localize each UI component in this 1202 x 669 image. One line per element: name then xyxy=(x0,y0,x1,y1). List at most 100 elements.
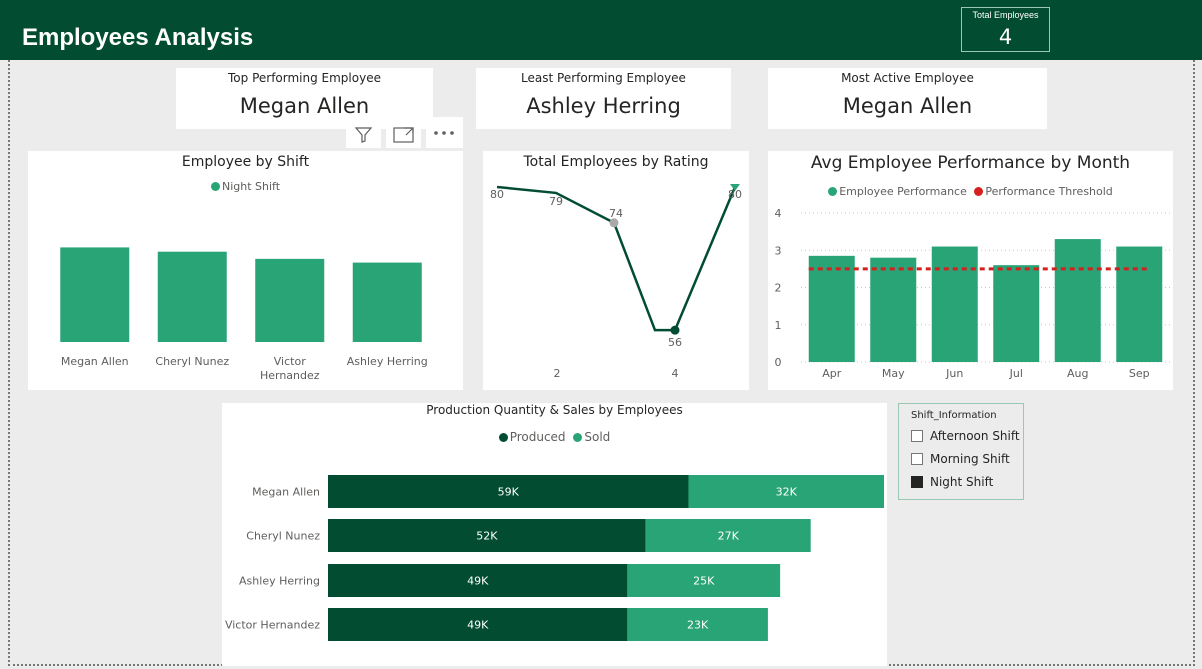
kpi-least-performing-card[interactable]: Least Performing Employee Ashley Herring xyxy=(476,68,731,129)
rating-line: 80 79 74 56 80 2 4 xyxy=(490,183,742,380)
total-employees-card[interactable]: Total Employees 4 xyxy=(961,7,1050,52)
employees-by-rating-chart[interactable]: Total Employees by Rating 80 79 74 56 80 2 4 xyxy=(483,151,749,390)
category-label: Ashley Herring xyxy=(239,575,320,588)
filter-icon xyxy=(354,127,373,143)
bar xyxy=(870,257,917,362)
slicer-title: Shift_Information xyxy=(911,410,997,421)
slicer-item-label: Night Shift xyxy=(930,475,994,489)
slicer-item-morning-shift[interactable]: Morning Shift xyxy=(911,452,1010,466)
slicer-item-label: Afternoon Shift xyxy=(930,429,1020,443)
category-label: Hernandez xyxy=(260,369,320,382)
production-bars: Megan Allen 59K 32K Cheryl Nunez 52K 27K Ashle… xyxy=(225,475,884,641)
produced-bar xyxy=(328,475,689,508)
shift-slicer[interactable]: Shift_Information Afternoon Shift Mornin… xyxy=(898,403,1024,500)
focus-mode-icon xyxy=(393,127,414,143)
kpi-label: Least Performing Employee xyxy=(521,71,686,85)
chart-legend: Produced Sold xyxy=(222,430,887,444)
data-label: 49K xyxy=(467,575,489,588)
category-label: Cheryl Nunez xyxy=(155,355,229,368)
category-label: Victor xyxy=(274,355,306,368)
x-tick-label: Jun xyxy=(945,367,963,380)
kpi-most-active-card[interactable]: Most Active Employee Megan Allen xyxy=(768,68,1047,129)
data-label: 49K xyxy=(467,619,489,632)
slicer-item-night-shift[interactable]: Night Shift xyxy=(911,475,993,489)
bar xyxy=(1116,246,1163,362)
legend-marker xyxy=(828,187,838,196)
focus-mode-button[interactable] xyxy=(386,117,421,148)
sold-bar xyxy=(627,608,768,641)
checkbox[interactable] xyxy=(911,430,923,442)
kpi-label: Top Performing Employee xyxy=(228,71,381,85)
data-label: 79 xyxy=(549,195,563,208)
production-sales-chart[interactable]: Production Quantity & Sales by Employees… xyxy=(222,403,887,666)
x-tick-label: Aug xyxy=(1067,367,1088,380)
legend-marker xyxy=(974,187,984,196)
y-tick-label: 2 xyxy=(775,282,782,295)
bar xyxy=(157,251,227,342)
legend-label: Produced xyxy=(509,430,566,444)
legend-marker xyxy=(210,182,220,191)
kpi-value: Megan Allen xyxy=(239,94,370,118)
filter-button[interactable] xyxy=(346,117,381,148)
sold-bar xyxy=(645,519,811,552)
legend-label: Employee Performance xyxy=(839,185,967,198)
category-label: Cheryl Nunez xyxy=(246,530,320,543)
series-line xyxy=(496,185,737,332)
kpi-label: Most Active Employee xyxy=(841,71,974,85)
data-point xyxy=(730,183,740,191)
y-tick-label: 0 xyxy=(775,356,782,369)
chart-title: Production Quantity & Sales by Employees xyxy=(426,403,683,417)
employee-by-shift-chart[interactable]: Employee by Shift Night Shift Megan Alle… xyxy=(28,151,463,390)
data-point xyxy=(609,218,619,228)
category-label: Victor Hernandez xyxy=(225,619,320,632)
checkbox[interactable] xyxy=(911,453,923,465)
page-title: Employees Analysis xyxy=(22,24,254,51)
x-tick-label: May xyxy=(882,367,905,380)
category-label: Megan Allen xyxy=(61,355,129,368)
category-label: Ashley Herring xyxy=(347,355,428,368)
legend-marker xyxy=(498,433,508,442)
data-label: 59K xyxy=(498,486,520,499)
data-label: 23K xyxy=(687,619,709,632)
total-employees-label: Total Employees xyxy=(972,10,1039,20)
performance-by-month-chart[interactable]: Avg Employee Performance by Month Employ… xyxy=(768,151,1173,390)
y-tick-label: 3 xyxy=(775,244,782,257)
data-label: 56 xyxy=(668,336,682,349)
checkbox-checked[interactable] xyxy=(911,476,923,488)
bar xyxy=(255,258,325,342)
x-tick-label: Apr xyxy=(822,367,842,380)
slicer-item-label: Morning Shift xyxy=(930,452,1010,466)
bar xyxy=(993,265,1040,362)
kpi-top-performing-card[interactable]: Top Performing Employee Megan Allen xyxy=(176,68,433,129)
kpi-value: Megan Allen xyxy=(842,94,973,118)
bar xyxy=(1054,239,1101,362)
bar xyxy=(352,262,422,342)
data-label: 25K xyxy=(693,575,715,588)
bar xyxy=(931,246,978,362)
chart-legend: Night Shift xyxy=(28,180,463,193)
produced-bar xyxy=(328,608,628,641)
performance-bars: 0 1 2 3 4 Apr May Jun Jul Aug Sep xyxy=(775,207,1170,380)
x-tick-label: Jul xyxy=(1009,367,1023,380)
total-employees-value: 4 xyxy=(998,25,1013,49)
data-label: 80 xyxy=(490,188,504,201)
x-tick-label: 2 xyxy=(554,367,561,380)
data-label: 52K xyxy=(476,530,498,543)
chart-title: Total Employees by Rating xyxy=(523,154,709,170)
data-label: 27K xyxy=(718,530,740,543)
x-tick-label: Sep xyxy=(1129,367,1150,380)
bar xyxy=(808,255,855,362)
data-label: 80 xyxy=(728,188,742,201)
data-label: 32K xyxy=(776,486,798,499)
category-label: Megan Allen xyxy=(252,486,320,499)
y-tick-label: 1 xyxy=(775,319,782,332)
more-options-button[interactable] xyxy=(426,117,463,148)
sold-bar xyxy=(688,475,884,508)
kpi-value: Ashley Herring xyxy=(526,94,681,118)
slicer-item-afternoon-shift[interactable]: Afternoon Shift xyxy=(911,429,1020,443)
produced-bar xyxy=(328,519,646,552)
y-tick-label: 4 xyxy=(775,207,782,220)
legend-label: Night Shift xyxy=(221,180,281,193)
